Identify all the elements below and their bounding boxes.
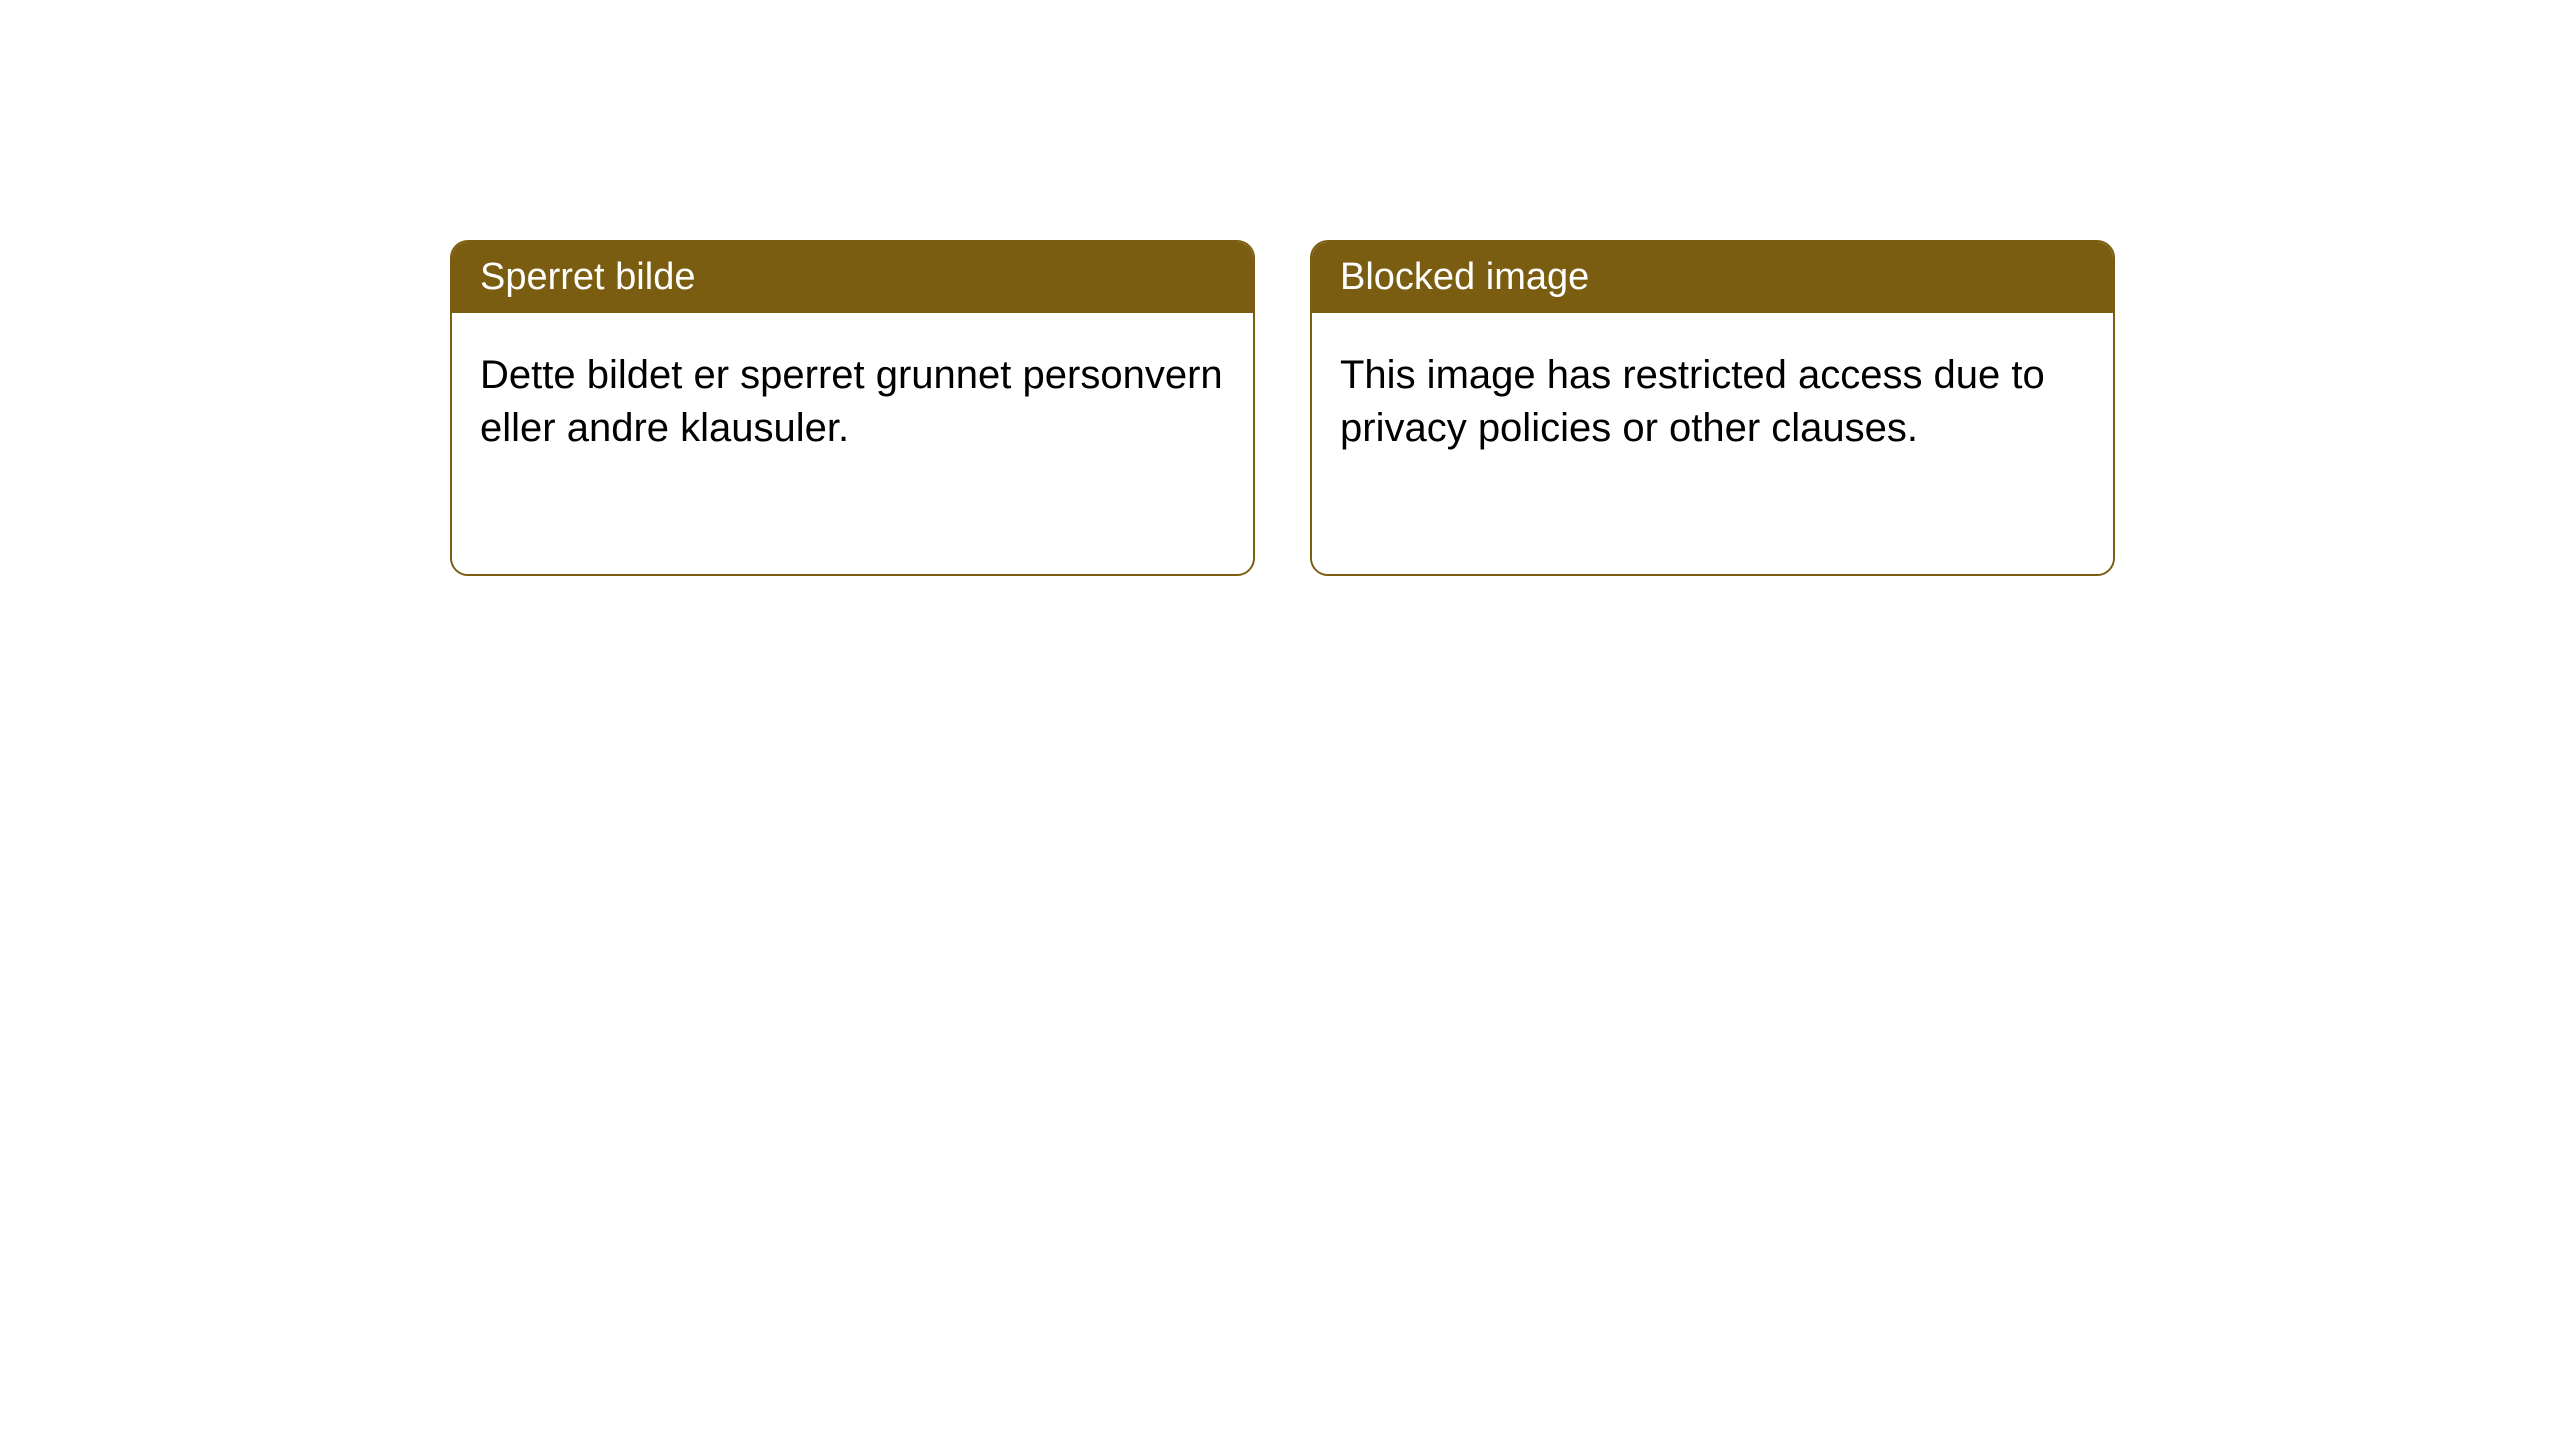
notice-header: Blocked image <box>1312 242 2113 313</box>
notice-card-norwegian: Sperret bilde Dette bildet er sperret gr… <box>450 240 1255 576</box>
notice-header: Sperret bilde <box>452 242 1253 313</box>
notice-card-english: Blocked image This image has restricted … <box>1310 240 2115 576</box>
notice-body: This image has restricted access due to … <box>1312 313 2113 574</box>
notice-container: Sperret bilde Dette bildet er sperret gr… <box>450 240 2115 576</box>
notice-body: Dette bildet er sperret grunnet personve… <box>452 313 1253 574</box>
